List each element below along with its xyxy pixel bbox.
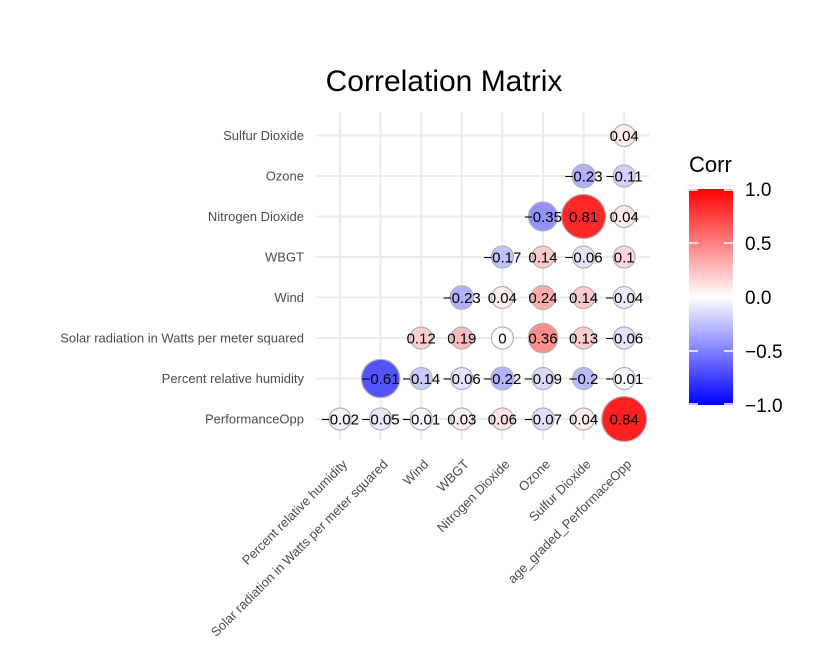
correlation-circle [490,366,515,391]
correlation-circle [571,163,596,189]
correlation-circle [490,326,514,350]
correlation-circle [571,407,596,431]
correlation-circle [449,285,475,310]
correlation-circle [571,285,596,310]
y-tick-label: Sulfur Dioxide [223,128,304,143]
correlation-value-label: 0.04 [610,128,639,145]
correlation-value-label: 0.19 [447,331,476,348]
correlation-value-label: −0.61 [362,371,400,388]
chart-title: Correlation Matrix [326,65,563,98]
correlation-circle [527,322,559,354]
correlation-value-label: 0.12 [407,331,436,348]
correlation-circle [612,326,636,350]
legend-tick-label: 0.5 [745,234,771,255]
correlation-value-label: −0.02 [321,412,359,429]
x-tick-label: Solar radiation in Watts per meter squar… [208,457,391,640]
y-tick-label: Solar radiation in Watts per meter squar… [60,331,304,346]
correlation-value-label: 0.1 [614,250,635,267]
x-tick-label: Nitrogen Dioxide [434,457,513,536]
correlation-value-label: −0.22 [483,371,521,388]
correlation-value-label: −0.11 [606,169,643,186]
correlation-circle [360,358,401,399]
x-tick-label: WBGT [434,456,472,494]
correlation-value-label: 0.04 [610,209,639,226]
correlation-value-label: −0.06 [605,331,643,348]
correlation-circle [612,245,636,269]
color-legend: Corr 1.0 0.5 0.0 −0.5 −1.0 [689,152,783,417]
correlation-value-label: 0.24 [528,290,557,307]
legend-tick-label: 0.0 [745,288,771,309]
legend-title: Corr [689,152,732,177]
correlation-circle [490,245,514,269]
y-tick-label: Wind [274,290,304,305]
correlation-circle [601,395,648,443]
y-tick-label: PerformanceOpp [205,412,304,427]
x-tick-label: Ozone [515,457,553,495]
x-tick-label: Wind [400,457,432,489]
y-tick-label: Nitrogen Dioxide [208,209,304,224]
correlation-value-label: −0.14 [402,371,440,388]
correlation-circle [531,407,555,431]
legend-tick-label: 1.0 [745,180,771,201]
correlation-circle [527,201,559,232]
correlation-circle [571,326,596,350]
correlation-value-label: −0.06 [443,371,481,388]
correlation-circle [612,164,636,188]
correlation-value-label: −0.2 [569,371,599,388]
correlation-circle [531,366,555,391]
y-tick-label: WBGT [265,250,304,265]
correlation-circle [450,326,474,350]
correlation-value-label: −0.04 [605,290,643,307]
correlation-value-label: −0.06 [565,250,603,267]
legend-ticks: 1.0 0.5 0.0 −0.5 −1.0 [689,180,783,417]
y-tick-label: Ozone [266,169,304,184]
correlation-value-label: −0.17 [483,250,521,267]
correlation-circle [450,407,474,431]
correlation-value-label: −0.09 [524,371,562,388]
correlation-value-label: 0.14 [569,290,598,307]
correlation-circle [530,284,556,311]
correlation-circle [409,366,433,391]
correlation-circle [571,245,596,269]
correlation-value-label: 0.06 [488,412,517,429]
correlation-value-label: 0.14 [528,250,557,267]
correlation-value-label: −0.05 [362,412,400,429]
correlation-value-label: 0.03 [447,412,476,429]
correlation-value-label: −0.35 [524,209,562,226]
correlation-value-label: −0.01 [605,371,643,388]
correlation-value-label: −0.23 [443,290,481,307]
correlation-circle [490,285,514,310]
correlation-value-label: 0.13 [569,331,598,348]
correlation-value-label: 0.04 [569,412,598,429]
correlation-value-label: −0.23 [565,169,603,186]
correlation-value-label: 0.04 [488,290,517,307]
correlation-value-label: −0.07 [524,412,562,429]
correlation-circle [612,123,636,148]
correlation-circle [328,407,352,431]
y-axis: PerformanceOpp Percent relative humidity S… [60,128,304,427]
correlation-circle [369,407,393,431]
correlation-value-label: 0.84 [610,412,639,429]
correlation-circle [409,326,433,350]
correlation-value-label: 0.36 [528,331,557,348]
legend-tick-label: −1.0 [745,396,783,417]
correlation-value-label: −0.01 [402,412,440,429]
correlation-circle [560,193,607,240]
correlation-cells: 0.04−0.23 −0.11−0.35 0.81 0.04−0.17 0.14 −0.0… [321,123,648,443]
correlation-circle [612,366,636,391]
legend-tick-label: −0.5 [745,342,783,363]
y-tick-label: Percent relative humidity [162,371,305,386]
correlation-circle [490,407,514,431]
correlation-circle [450,366,474,391]
correlation-circle [409,407,433,431]
correlation-circle [531,245,555,269]
correlation-value-label: 0.81 [569,209,598,226]
correlation-circle [571,366,596,391]
correlation-circle [612,285,636,310]
correlation-circle [612,204,636,229]
correlation-value-label: 0 [498,331,506,348]
